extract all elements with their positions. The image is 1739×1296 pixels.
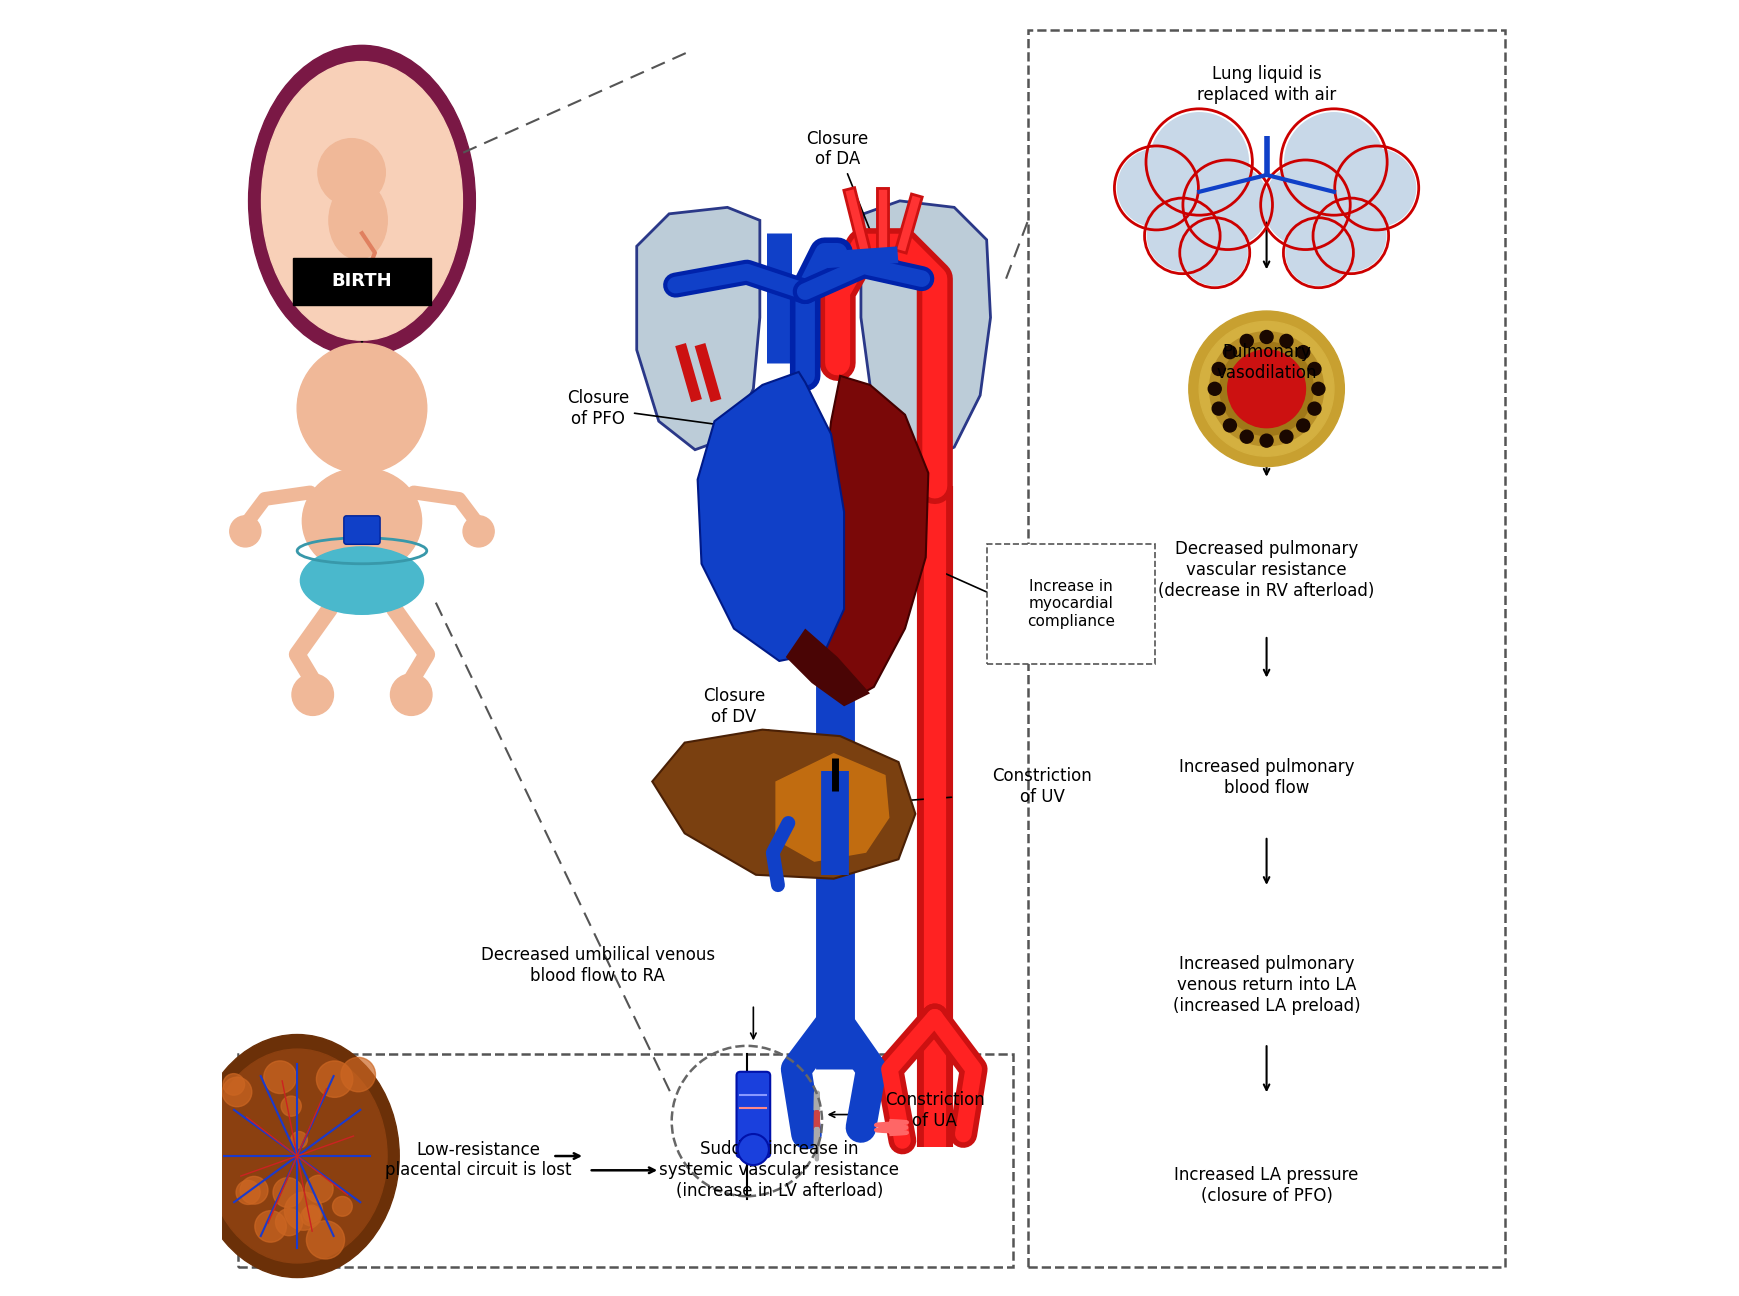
Circle shape <box>1188 311 1344 467</box>
Circle shape <box>1296 346 1309 359</box>
Circle shape <box>1223 419 1236 432</box>
Ellipse shape <box>301 547 423 614</box>
Text: Constriction
of UV: Constriction of UV <box>991 767 1092 806</box>
Circle shape <box>1259 434 1273 447</box>
Circle shape <box>332 1196 351 1216</box>
Circle shape <box>303 1205 320 1222</box>
Text: Increased pulmonary
blood flow: Increased pulmonary blood flow <box>1177 758 1353 797</box>
Circle shape <box>1212 363 1224 376</box>
Text: BIRTH: BIRTH <box>332 272 391 290</box>
Polygon shape <box>636 207 760 450</box>
Circle shape <box>240 1177 268 1204</box>
Circle shape <box>316 1061 353 1098</box>
Circle shape <box>1280 334 1292 347</box>
Text: Increase in
myocardial
compliance: Increase in myocardial compliance <box>1026 579 1115 629</box>
Circle shape <box>1311 382 1323 395</box>
Polygon shape <box>697 372 843 661</box>
Circle shape <box>301 1207 320 1226</box>
FancyBboxPatch shape <box>986 544 1155 664</box>
Polygon shape <box>805 376 929 704</box>
Circle shape <box>1183 220 1247 285</box>
Text: Increased pulmonary
venous return into LA
(increased LA preload): Increased pulmonary venous return into L… <box>1172 955 1360 1015</box>
Ellipse shape <box>249 45 475 356</box>
Circle shape <box>1207 382 1221 395</box>
Circle shape <box>254 1210 287 1242</box>
Circle shape <box>283 1192 322 1230</box>
Circle shape <box>297 343 426 473</box>
FancyBboxPatch shape <box>294 258 431 305</box>
Circle shape <box>1263 163 1346 246</box>
Text: Constriction
of UA: Constriction of UA <box>885 1091 984 1130</box>
Circle shape <box>1308 363 1320 376</box>
Circle shape <box>1337 149 1416 227</box>
Text: Low-resistance
placental circuit is lost: Low-resistance placental circuit is lost <box>384 1140 572 1179</box>
Text: Closure
of PFO: Closure of PFO <box>567 389 783 435</box>
Circle shape <box>273 1178 303 1208</box>
Circle shape <box>1280 430 1292 443</box>
Circle shape <box>1209 332 1323 446</box>
Circle shape <box>390 674 431 715</box>
Ellipse shape <box>303 468 421 574</box>
Text: Pulmonary
vasodilation: Pulmonary vasodilation <box>1216 343 1316 382</box>
Text: Closure
of DA: Closure of DA <box>805 130 878 249</box>
Circle shape <box>1283 113 1383 211</box>
Text: Decreased umbilical venous
blood flow to RA: Decreased umbilical venous blood flow to… <box>480 946 715 985</box>
Ellipse shape <box>207 1050 386 1262</box>
Circle shape <box>306 1221 344 1258</box>
Circle shape <box>1186 163 1268 246</box>
Circle shape <box>1308 402 1320 415</box>
Ellipse shape <box>329 181 388 259</box>
Circle shape <box>1259 330 1273 343</box>
Circle shape <box>264 1061 296 1094</box>
Polygon shape <box>861 201 989 463</box>
Circle shape <box>1315 201 1384 271</box>
FancyBboxPatch shape <box>346 447 377 480</box>
Text: Decreased pulmonary
vascular resistance
(decrease in RV afterload): Decreased pulmonary vascular resistance … <box>1158 540 1374 600</box>
Circle shape <box>237 1181 261 1204</box>
Circle shape <box>230 516 261 547</box>
FancyBboxPatch shape <box>238 1054 1012 1267</box>
Circle shape <box>1296 419 1309 432</box>
Circle shape <box>1198 321 1334 456</box>
Text: Sudden increase in
systemic vascular resistance
(increase in LV afterload): Sudden increase in systemic vascular res… <box>659 1140 899 1200</box>
Circle shape <box>292 674 334 715</box>
Circle shape <box>306 1175 332 1203</box>
Circle shape <box>1212 402 1224 415</box>
Ellipse shape <box>261 62 463 341</box>
Circle shape <box>1240 334 1252 347</box>
Circle shape <box>223 1077 252 1107</box>
Circle shape <box>1116 149 1195 227</box>
Polygon shape <box>652 730 915 879</box>
Circle shape <box>341 1058 376 1091</box>
Circle shape <box>1149 113 1247 211</box>
Circle shape <box>1219 342 1313 435</box>
Text: Increased LA pressure
(closure of PFO): Increased LA pressure (closure of PFO) <box>1174 1166 1358 1205</box>
Circle shape <box>1146 201 1217 271</box>
Circle shape <box>290 1131 308 1148</box>
Polygon shape <box>786 629 870 706</box>
Circle shape <box>463 516 494 547</box>
Text: Closure
of DV: Closure of DV <box>703 687 824 769</box>
Ellipse shape <box>195 1034 398 1278</box>
Text: Lung liquid is
replaced with air: Lung liquid is replaced with air <box>1196 65 1336 104</box>
Circle shape <box>737 1134 769 1165</box>
Circle shape <box>1285 220 1349 285</box>
Circle shape <box>223 1073 245 1095</box>
Circle shape <box>1228 350 1304 428</box>
Circle shape <box>275 1209 303 1235</box>
FancyBboxPatch shape <box>736 1072 770 1157</box>
Circle shape <box>282 1096 301 1116</box>
FancyBboxPatch shape <box>1028 30 1504 1267</box>
FancyBboxPatch shape <box>344 516 379 544</box>
Circle shape <box>1223 346 1236 359</box>
Circle shape <box>318 139 384 206</box>
Polygon shape <box>776 753 889 862</box>
Circle shape <box>1240 430 1252 443</box>
